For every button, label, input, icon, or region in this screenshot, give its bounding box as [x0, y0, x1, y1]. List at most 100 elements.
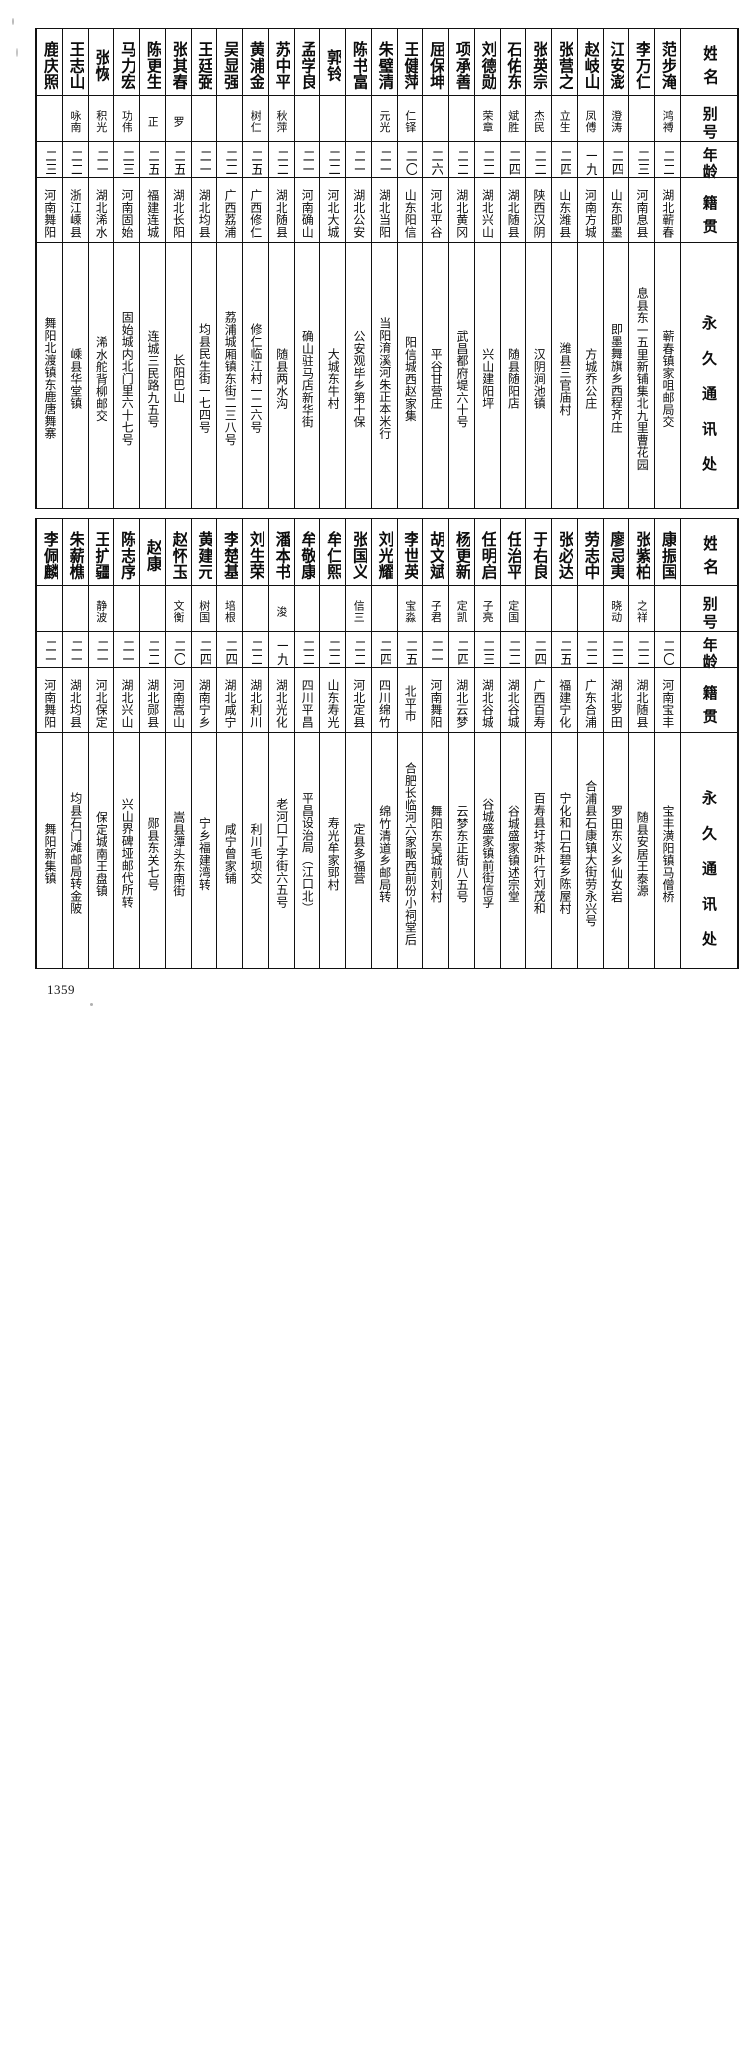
roster-cell-text: 晓动 — [610, 600, 622, 623]
roster-cell — [293, 95, 321, 142]
roster-cell: 河南息县 — [628, 177, 655, 243]
roster-cell — [139, 585, 166, 632]
roster-cell: 二三 — [473, 631, 501, 668]
roster-row-header-text: 永久通讯处 — [700, 790, 718, 967]
roster-cell: 朱璧清 — [370, 28, 398, 96]
roster-cell-text: 张英宗 — [530, 40, 548, 90]
roster-cell-text: 四川绵竹 — [377, 678, 391, 728]
roster-cell-text: 王廷弼 — [195, 40, 213, 90]
roster-cell: 二一 — [293, 141, 321, 178]
roster-cell-text: 随县两水沟 — [274, 347, 288, 410]
roster-cell: 四川绵竹 — [370, 667, 398, 733]
roster-cell-text: 长阳巴山 — [171, 354, 185, 403]
roster-cell: 二五 — [396, 631, 424, 668]
roster-cell: 信三 — [345, 585, 372, 632]
roster-cell: 宁化和口石碧乡陈屋村 — [551, 732, 578, 969]
roster-cell: 浚 — [267, 585, 295, 632]
roster-cell: 河北定县 — [345, 667, 372, 733]
roster-cell-text: 福建宁化 — [558, 678, 571, 728]
roster-cell-text: 二二 — [505, 638, 520, 667]
roster-cell-text: 二一 — [377, 148, 391, 177]
roster-cell-text: 二三 — [480, 638, 494, 667]
roster-cell-text: 二四 — [377, 638, 391, 667]
roster-cell-text: 二二 — [68, 148, 82, 177]
roster-cell: 湖北均县 — [190, 177, 218, 243]
roster-cell-text: 树国 — [198, 600, 210, 623]
roster-cell-text: 福建连城 — [146, 188, 159, 238]
roster-cell-text: 正 — [146, 115, 159, 128]
roster-cell-text: 山东即墨 — [609, 188, 623, 238]
roster-cell — [525, 585, 552, 632]
roster-row-header-name: 姓名 — [679, 518, 739, 586]
roster-row-header-origin: 籍贯 — [679, 177, 739, 243]
roster-cell-text: 湖北咸宁 — [223, 678, 236, 728]
roster-cell: 二二 — [319, 141, 346, 178]
roster-cell-text: 王扩疆 — [92, 530, 110, 580]
roster-cell: 鸿禣 — [654, 95, 681, 142]
roster-cell-text: 湖北罗田 — [609, 678, 623, 728]
roster-cell-text: 均县民生街一七四号 — [197, 323, 211, 434]
roster-cell-text: 保定城南王盘镇 — [94, 810, 108, 897]
roster-cell: 山东潍县 — [551, 177, 578, 243]
roster-cell: 百寿县圩茶叶行刘茂和 — [525, 732, 552, 969]
roster-cell-text: 兴山界碑垭邮代所转 — [120, 798, 134, 909]
roster-cell-text: 山东潍县 — [558, 188, 571, 238]
roster-cell-text: 劳志中 — [581, 530, 599, 580]
roster-cell-text: 立生 — [558, 110, 571, 133]
roster-cell-text: 二二 — [454, 148, 469, 177]
roster-cell-text: 湖北随县 — [506, 188, 520, 238]
roster-cell: 广西修仁 — [242, 177, 269, 243]
roster-row-header-text: 姓名 — [700, 534, 718, 582]
roster-cell-text: 河南方城 — [583, 188, 597, 238]
roster-cell-text: 公安观毕乡第十保 — [351, 329, 365, 428]
roster-cell-text: 河北保定 — [94, 678, 108, 728]
roster-cell: 罗田东义乡仙女岩 — [602, 732, 630, 969]
roster-cell — [551, 585, 578, 632]
roster-cell-text: 张营之 — [555, 40, 573, 90]
roster-cell-text: 朱璧清 — [375, 40, 393, 90]
roster-cell: 赵怀玉 — [164, 518, 192, 586]
roster-cell: 二二 — [525, 141, 552, 178]
roster-cell-text: 任治平 — [504, 530, 522, 580]
roster-cell: 张国义 — [345, 518, 372, 586]
roster-cell-text: 二一 — [299, 148, 314, 177]
roster-cell-text: 一九 — [583, 148, 597, 177]
roster-cell: 二四 — [602, 141, 630, 178]
roster-cell: 方城乔公庄 — [576, 242, 604, 509]
roster-cell: 廖忌夷 — [602, 518, 630, 586]
roster-cell — [216, 95, 243, 142]
roster-cell-text: 于右良 — [530, 530, 548, 580]
roster-cell: 二二 — [319, 631, 346, 668]
roster-cell-text: 随县安居王泰源 — [635, 810, 649, 897]
roster-cell-text: 朱薪樵 — [66, 530, 84, 580]
roster-row-alias: 咏南 积光 功伟正罗 树仁 秋萍 元光 仁铎 荣章 斌胜 杰民 立生 凤傅 澄涛 鸿禣 别号 — [34, 95, 739, 142]
roster-cell-text: 二二 — [145, 638, 160, 667]
roster-cell-text: 二三 — [634, 148, 649, 177]
roster-cell: 二四 — [525, 631, 552, 668]
roster-row-header-text: 别号 — [700, 105, 717, 142]
roster-cell-text: 即墨舞旗乡西程齐庄 — [609, 323, 623, 434]
roster-cell-text: 元光 — [378, 110, 390, 133]
roster-cell: 张其春 — [164, 28, 192, 96]
roster-cell: 老河口丁字街六五号 — [267, 732, 295, 969]
roster-cell: 咸宁曾家铺 — [216, 732, 243, 969]
roster-cell-text: 二四 — [196, 638, 211, 667]
roster-cell-text: 湖北黄冈 — [455, 188, 468, 238]
roster-cell-text: 树仁 — [249, 110, 262, 133]
roster-cell: 功伟 — [113, 95, 140, 142]
roster-cell-text: 宝丰潢阳镇马僧桥 — [660, 804, 674, 903]
roster-cell: 陕西汉阴 — [525, 177, 552, 243]
roster-cell-text: 广西百寿 — [532, 678, 545, 728]
roster-cell-text: 吴显强 — [221, 40, 239, 90]
roster-cell — [448, 95, 475, 142]
roster-cell-text: 鹿庆照 — [40, 40, 58, 90]
roster-cell-text: 二一 — [119, 638, 134, 667]
roster-cell-text: 广东合浦 — [583, 678, 597, 728]
roster-table-bottom: 李佩麟 朱薪樵 王扩疆 陈志序 赵康 赵怀玉 黄建元 李楚基 刘生荣 潘本书 牟敬康 牟仁熙 张国义 刘光… — [34, 518, 739, 969]
roster-cell-text: 湖北云梦 — [455, 678, 468, 728]
roster-cell: 王志山 — [61, 28, 89, 96]
roster-cell-text: 陈更生 — [143, 40, 161, 90]
roster-cell: 平谷甘营庄 — [422, 242, 449, 509]
roster-row-alias: 静波 文衡 树国 培根 浚 信三 宝淼 子君 定凯 子亮 定国 晓动 之祥 别号 — [34, 585, 739, 632]
roster-cell: 河北大城 — [319, 177, 346, 243]
